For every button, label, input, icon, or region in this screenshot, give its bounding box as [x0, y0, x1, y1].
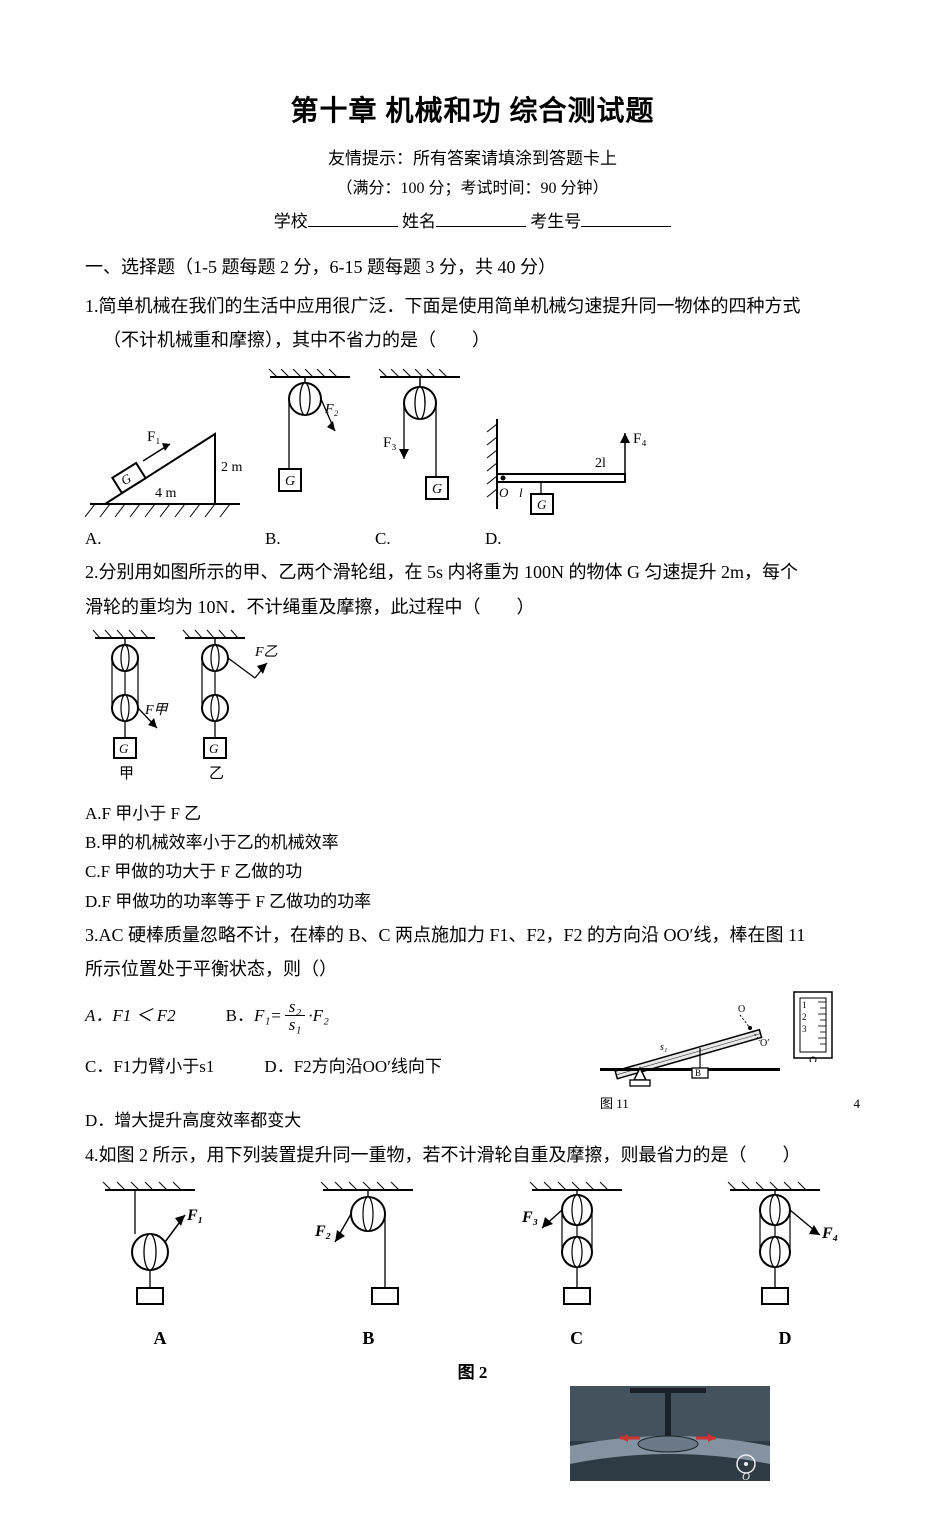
blank-school: [308, 209, 398, 227]
q1-cap-b: B.: [265, 525, 355, 552]
section-1-heading: 一、选择题（1-5 题每题 2 分，6-15 题每题 3 分，共 40 分）: [85, 253, 860, 282]
q1-figure-row: G F₁ 4 m 2 m F₂ G: [85, 369, 860, 519]
q4-fig-b: F₂: [293, 1180, 443, 1320]
svg-text:F₁: F₁: [186, 1207, 203, 1224]
svg-text:2l: 2l: [595, 456, 606, 471]
svg-text:2: 2: [802, 1012, 807, 1022]
svg-text:F₂: F₂: [314, 1223, 331, 1240]
label-name: 姓名: [402, 212, 436, 231]
svg-text:l: l: [519, 485, 523, 500]
svg-text:F₃: F₃: [521, 1209, 538, 1226]
score-line: （满分：100 分；考试时间：90 分钟）: [85, 176, 860, 202]
q1-line2: （不计机械重和摩擦），其中不省力的是（ ）: [85, 326, 860, 355]
q4-cap-d: D: [710, 1324, 860, 1353]
q4-cap-a: A: [85, 1324, 235, 1353]
tip-line: 友情提示：所有答案请填涂到答题卡上: [85, 145, 860, 172]
svg-text:F乙: F乙: [254, 645, 278, 660]
svg-text:4 m: 4 m: [155, 486, 177, 501]
q4-fig-a: F₁: [85, 1180, 235, 1320]
blank-name: [436, 209, 526, 227]
label-id: 考生号: [530, 212, 581, 231]
q3-right-num: 4: [854, 1094, 861, 1115]
q4-fig-c: F₃: [502, 1180, 652, 1320]
q1-cap-a: A.: [85, 525, 245, 552]
q3-opt-d: D．F2方向沿OO′线向下: [264, 1053, 442, 1080]
q2-opt-b: B.甲的机械效率小于乙的机械效率: [85, 829, 860, 856]
q3-opt-c: C．F1力臂小于s1: [85, 1053, 214, 1080]
q2-opt-d: D.F 甲做功的功率等于 F 乙做功的功率: [85, 888, 860, 915]
q4-fig-caption: 图 2: [85, 1359, 860, 1386]
q1-cap-d: D.: [485, 525, 665, 552]
q3-figure-lever: B O′ O s₁: [600, 990, 780, 1090]
q4-cap-b: B: [293, 1324, 443, 1353]
svg-text:F₄: F₄: [633, 431, 647, 447]
q3-opt-b: B． F₁= s₂ s₁ ·F₂: [226, 998, 329, 1033]
svg-text:F₄: F₄: [821, 1225, 838, 1242]
q3-opt-a: A．F1 ＜ F2: [85, 1002, 176, 1029]
q2-opt-c: C.F 甲做的功大于 F 乙做的功: [85, 858, 860, 885]
svg-text:F甲: F甲: [144, 703, 169, 718]
blank-row: 学校 姓名 考生号: [85, 208, 860, 235]
q2-line2: 滑轮的重均为 10N．不计绳重及摩擦，此过程中（ ）: [85, 593, 860, 622]
svg-text:O: O: [742, 1471, 750, 1481]
q1-fig-incline: G F₁ 4 m 2 m: [85, 399, 245, 519]
q1-line1: 1.简单机械在我们的生活中应用很广泛．下面是使用简单机械匀速提升同一物体的四种方…: [85, 292, 860, 321]
svg-text:G: G: [537, 497, 547, 512]
svg-text:O: O: [499, 485, 509, 500]
svg-text:O′: O′: [760, 1038, 769, 1049]
q2-line1: 2.分别用如图所示的甲、乙两个滑轮组，在 5s 内将重为 100N 的物体 G …: [85, 558, 860, 587]
svg-text:3: 3: [802, 1024, 807, 1034]
svg-text:s₁: s₁: [660, 1042, 667, 1053]
label-school: 学校: [274, 212, 308, 231]
q2-options: A.F 甲小于 F 乙 B.甲的机械效率小于乙的机械效率 C.F 甲做的功大于 …: [85, 800, 860, 915]
q1-fig-pulley-c: F₃ G: [375, 369, 465, 519]
q2-opt-a: A.F 甲小于 F 乙: [85, 800, 860, 827]
svg-text:1: 1: [802, 1000, 807, 1010]
svg-text:乙: 乙: [209, 766, 224, 782]
q3-row: A．F1 ＜ F2 B． F₁= s₂ s₁ ·F₂ C．F1力臂小于s1 D．…: [85, 990, 860, 1135]
svg-text:F₂: F₂: [324, 402, 339, 417]
q4-stem: 4.如图 2 所示，用下列装置提升同一重物，若不计滑轮自重及摩擦，则最省力的是（…: [85, 1141, 860, 1170]
q3-opt-e: D．增大提升高度效率都变大: [85, 1111, 301, 1130]
q4-fig-d: F₄: [710, 1180, 860, 1320]
svg-text:G: G: [285, 474, 295, 489]
q1-cap-c: C.: [375, 525, 465, 552]
blank-id: [581, 209, 671, 227]
q4-cap-c: C: [502, 1324, 652, 1353]
q2-figure: F甲 G 甲 F乙 G 乙: [85, 628, 285, 798]
svg-text:2 m: 2 m: [221, 460, 243, 475]
q3-line2: 所示位置处于平衡状态，则（）: [85, 955, 860, 984]
q3-line1: 3.AC 硬棒质量忽略不计，在棒的 B、C 两点施加力 F1、F2，F2 的方向…: [85, 921, 860, 950]
q1-fig-pulley-b: F₂ G: [265, 369, 355, 519]
page-title: 第十章 机械和功 综合测试题: [85, 90, 860, 135]
q1-fig-lever: O G l F₄ 2l: [485, 399, 665, 519]
svg-text:F₁: F₁: [147, 429, 161, 445]
svg-text:O: O: [738, 1004, 745, 1015]
svg-text:F₃: F₃: [383, 435, 397, 451]
svg-text:B: B: [695, 1068, 701, 1078]
q3-fig-caption: 图 11: [600, 1094, 629, 1115]
svg-text:G: G: [432, 482, 442, 497]
svg-text:G: G: [119, 741, 129, 756]
svg-text:甲: 甲: [119, 766, 134, 782]
q4-figure-row: F₁ F₂: [85, 1180, 860, 1320]
q1-caption-row: A. B. C. D.: [85, 525, 860, 552]
bottom-right-photo: O: [570, 1386, 770, 1481]
svg-text:G: G: [209, 741, 219, 756]
q4-caption-row: A B C D: [85, 1324, 860, 1353]
q3-figure-scale: 1 2 3: [788, 990, 838, 1062]
